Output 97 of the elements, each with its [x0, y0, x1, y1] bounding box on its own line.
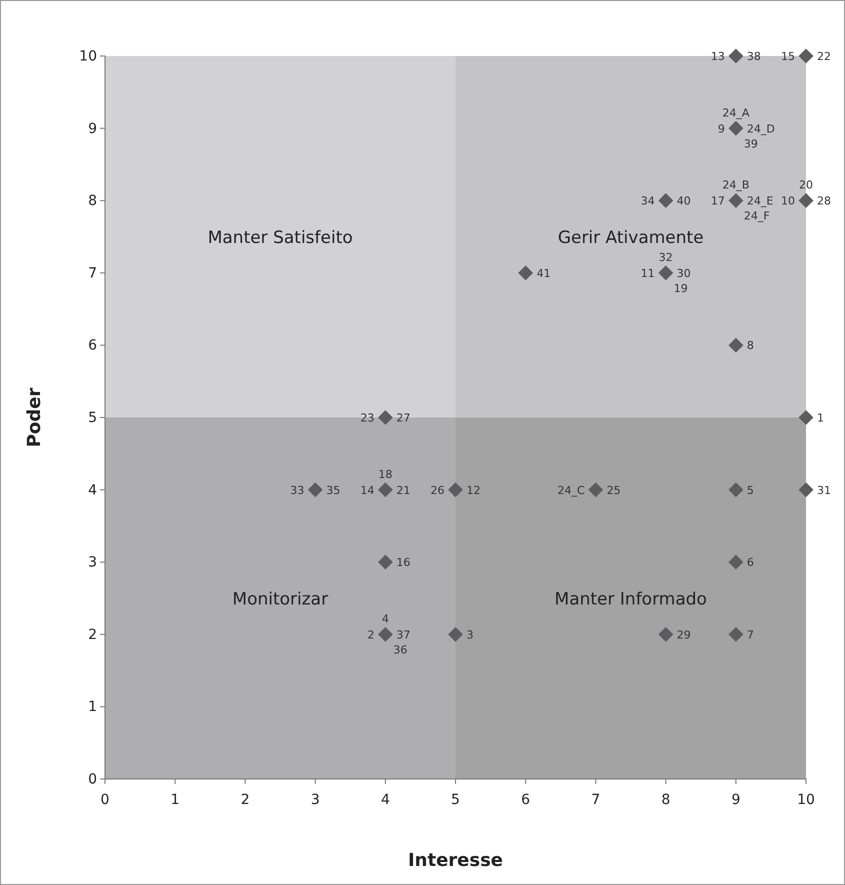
x-tick-label: 7 — [591, 792, 600, 808]
annotation: 19 — [674, 282, 688, 295]
y-tick-label: 5 — [88, 410, 97, 426]
annotation: 22 — [817, 50, 831, 63]
annotation: 13 — [710, 50, 725, 63]
annotation: 10 — [781, 194, 795, 208]
annotation: 11 — [640, 266, 655, 280]
y-tick-label: 10 — [79, 48, 97, 64]
annotation: 24_E — [746, 194, 774, 208]
annotation: 30 — [676, 266, 691, 280]
point — [448, 482, 463, 498]
annotation: 37 — [396, 628, 410, 642]
x-tick-label: 10 — [797, 792, 815, 808]
y-tick-label: 6 — [88, 338, 98, 354]
annotation: 35 — [326, 484, 340, 497]
annotation: 9 — [718, 122, 725, 136]
x-tick-label: 3 — [310, 792, 320, 808]
x-tick-label: 2 — [240, 792, 250, 808]
annotation: 40 — [676, 194, 691, 208]
annotation: 14 — [360, 484, 374, 497]
annotation: 31 — [817, 484, 831, 497]
y-tick-label: 1 — [88, 699, 97, 716]
annotation: 15 — [781, 50, 795, 63]
x-tick-label: 5 — [451, 792, 460, 808]
annotation: 12 — [466, 484, 480, 497]
annotation: Monitorizar — [232, 589, 328, 610]
annotation: Manter Informado — [554, 589, 707, 610]
point — [658, 626, 674, 642]
y-tick-label: 0 — [88, 771, 97, 788]
annotation: 8 — [746, 339, 754, 352]
x-tick-label: 8 — [661, 792, 670, 808]
y-tick-label: 3 — [88, 554, 97, 571]
annotation: 21 — [396, 484, 410, 497]
point — [728, 120, 744, 136]
point — [518, 265, 534, 280]
point — [378, 626, 393, 642]
point — [728, 48, 744, 64]
annotation: 20 — [799, 178, 813, 192]
annotation: 24_D — [746, 122, 775, 136]
annotation: 3 — [466, 628, 474, 642]
annotation: Gerir Ativamente — [558, 228, 704, 248]
annotation: 16 — [396, 556, 410, 570]
x-tick-label: 1 — [170, 792, 180, 808]
annotation: 27 — [396, 412, 410, 424]
point — [798, 482, 814, 498]
x-tick-label: 4 — [380, 792, 390, 808]
annotation: 33 — [290, 484, 304, 497]
point — [728, 626, 744, 642]
annotation: 24_F — [744, 210, 770, 223]
annotation: 17 — [710, 194, 725, 208]
annotation: 41 — [536, 266, 551, 280]
point — [728, 554, 744, 570]
annotation: 25 — [606, 484, 621, 497]
annotation: 24_B — [722, 178, 750, 192]
annotation: 2 — [367, 628, 374, 642]
annotation: 32 — [658, 250, 673, 264]
annotation: 28 — [817, 194, 831, 208]
y-axis-title: Poder — [24, 388, 45, 448]
point — [728, 338, 744, 353]
x-tick-label: 0 — [100, 792, 110, 808]
annotation: 39 — [744, 137, 758, 150]
annotation: 5 — [746, 484, 754, 497]
point — [658, 193, 674, 208]
annotation: 24_A — [722, 106, 750, 120]
y-tick-label: 2 — [88, 626, 97, 643]
point — [798, 193, 814, 208]
point — [448, 626, 463, 642]
annotation: 38 — [746, 50, 761, 63]
y-tick-label: 9 — [88, 120, 97, 137]
annotation: 36 — [393, 643, 408, 656]
point — [798, 410, 814, 425]
annotation: 24_C — [558, 484, 586, 497]
point — [658, 265, 674, 280]
annotation: 4 — [382, 612, 389, 626]
annotation: 29 — [676, 628, 691, 642]
point — [308, 482, 323, 498]
y-tick-label: 4 — [88, 482, 98, 498]
y-tick-label: 7 — [88, 265, 97, 282]
annotation: 7 — [746, 628, 754, 642]
point — [728, 482, 744, 498]
x-tick-label: 9 — [731, 792, 740, 808]
annotation: 23 — [360, 412, 374, 424]
point — [588, 482, 604, 498]
annotation: 34 — [640, 194, 655, 208]
point — [378, 410, 393, 425]
annotation: 26 — [430, 484, 444, 497]
y-tick-label: 8 — [88, 193, 97, 210]
annotation: 6 — [746, 556, 754, 570]
point — [378, 482, 393, 498]
annotation: 18 — [378, 468, 392, 481]
point — [728, 193, 744, 208]
x-tick-label: 6 — [521, 792, 530, 808]
x-axis-title: Interesse — [408, 850, 504, 871]
point — [378, 554, 393, 570]
annotation: 1 — [817, 412, 824, 424]
annotation: Manter Satisfeito — [208, 228, 353, 248]
point — [798, 48, 814, 64]
